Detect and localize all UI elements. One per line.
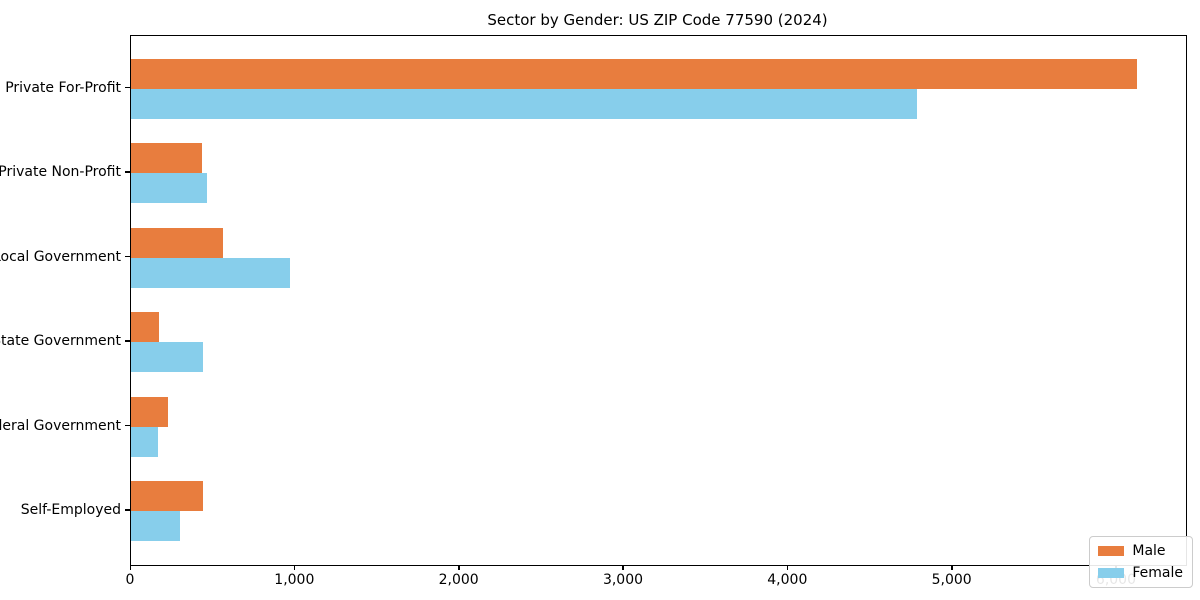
bar-male-4 xyxy=(131,312,159,342)
bar-male-1 xyxy=(131,58,1137,89)
bar-female-4 xyxy=(131,342,203,372)
category-label: Local Government xyxy=(0,248,121,265)
legend-item-female: Female xyxy=(1098,565,1183,581)
category-label: Self-Employed xyxy=(20,502,121,518)
female-color-swatch xyxy=(1098,568,1125,578)
x-tick-label: 0 xyxy=(125,572,135,588)
bar-female-6 xyxy=(131,511,180,541)
y-tick-mark xyxy=(125,86,130,88)
legend-label-female: Female xyxy=(1132,565,1183,581)
category-label: Private Non-Profit xyxy=(0,164,121,180)
bar-female-5 xyxy=(131,426,158,457)
category-label: Private For-Profit xyxy=(5,79,121,96)
x-tick-mark xyxy=(951,565,953,570)
male-color-swatch xyxy=(1098,546,1125,556)
y-tick-mark xyxy=(125,509,130,511)
y-tick-mark xyxy=(125,171,130,173)
x-tick-mark xyxy=(458,565,460,570)
y-tick-mark xyxy=(125,424,130,426)
x-tick-mark xyxy=(293,565,296,570)
bar-female-2 xyxy=(131,173,207,203)
x-tick-label: 4,000 xyxy=(767,572,808,588)
y-tick-mark xyxy=(125,255,130,257)
x-tick-label: 3,000 xyxy=(602,572,644,588)
category-label: Federal Government xyxy=(0,417,121,434)
x-tick-label: 1,000 xyxy=(274,572,315,588)
bar-male-6 xyxy=(131,481,203,511)
x-tick-label: 2,000 xyxy=(438,572,479,588)
bar-female-1 xyxy=(131,88,917,119)
x-tick-mark xyxy=(622,565,624,570)
legend-label-male: Male xyxy=(1132,543,1166,559)
bar-male-5 xyxy=(131,396,168,427)
bar-female-3 xyxy=(131,257,290,288)
x-tick-mark xyxy=(129,565,131,570)
y-tick-mark xyxy=(125,340,130,342)
legend-item-male: Male xyxy=(1098,543,1183,559)
x-tick-mark xyxy=(786,565,789,570)
category-label: State Government xyxy=(0,333,121,349)
plot-area xyxy=(130,35,1187,566)
x-tick-label: 5,000 xyxy=(931,572,972,588)
chart-title: Sector by Gender: US ZIP Code 77590 (202… xyxy=(487,11,828,29)
legend: Male Female xyxy=(1089,536,1193,588)
bar-male-3 xyxy=(131,227,223,258)
bar-male-2 xyxy=(131,143,202,173)
